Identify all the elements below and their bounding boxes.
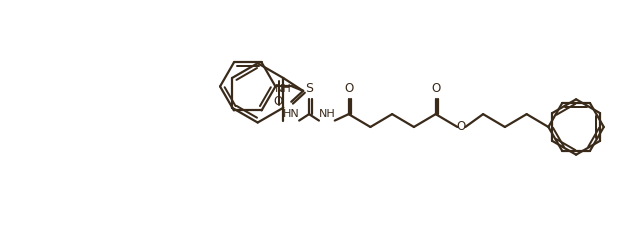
Text: HN: HN <box>283 109 300 119</box>
Text: NH: NH <box>275 84 292 94</box>
Text: O: O <box>344 82 353 95</box>
Text: S: S <box>305 82 313 95</box>
Text: O: O <box>457 120 466 134</box>
Text: O: O <box>273 95 282 108</box>
Text: NH: NH <box>319 109 335 119</box>
Text: O: O <box>431 82 440 95</box>
